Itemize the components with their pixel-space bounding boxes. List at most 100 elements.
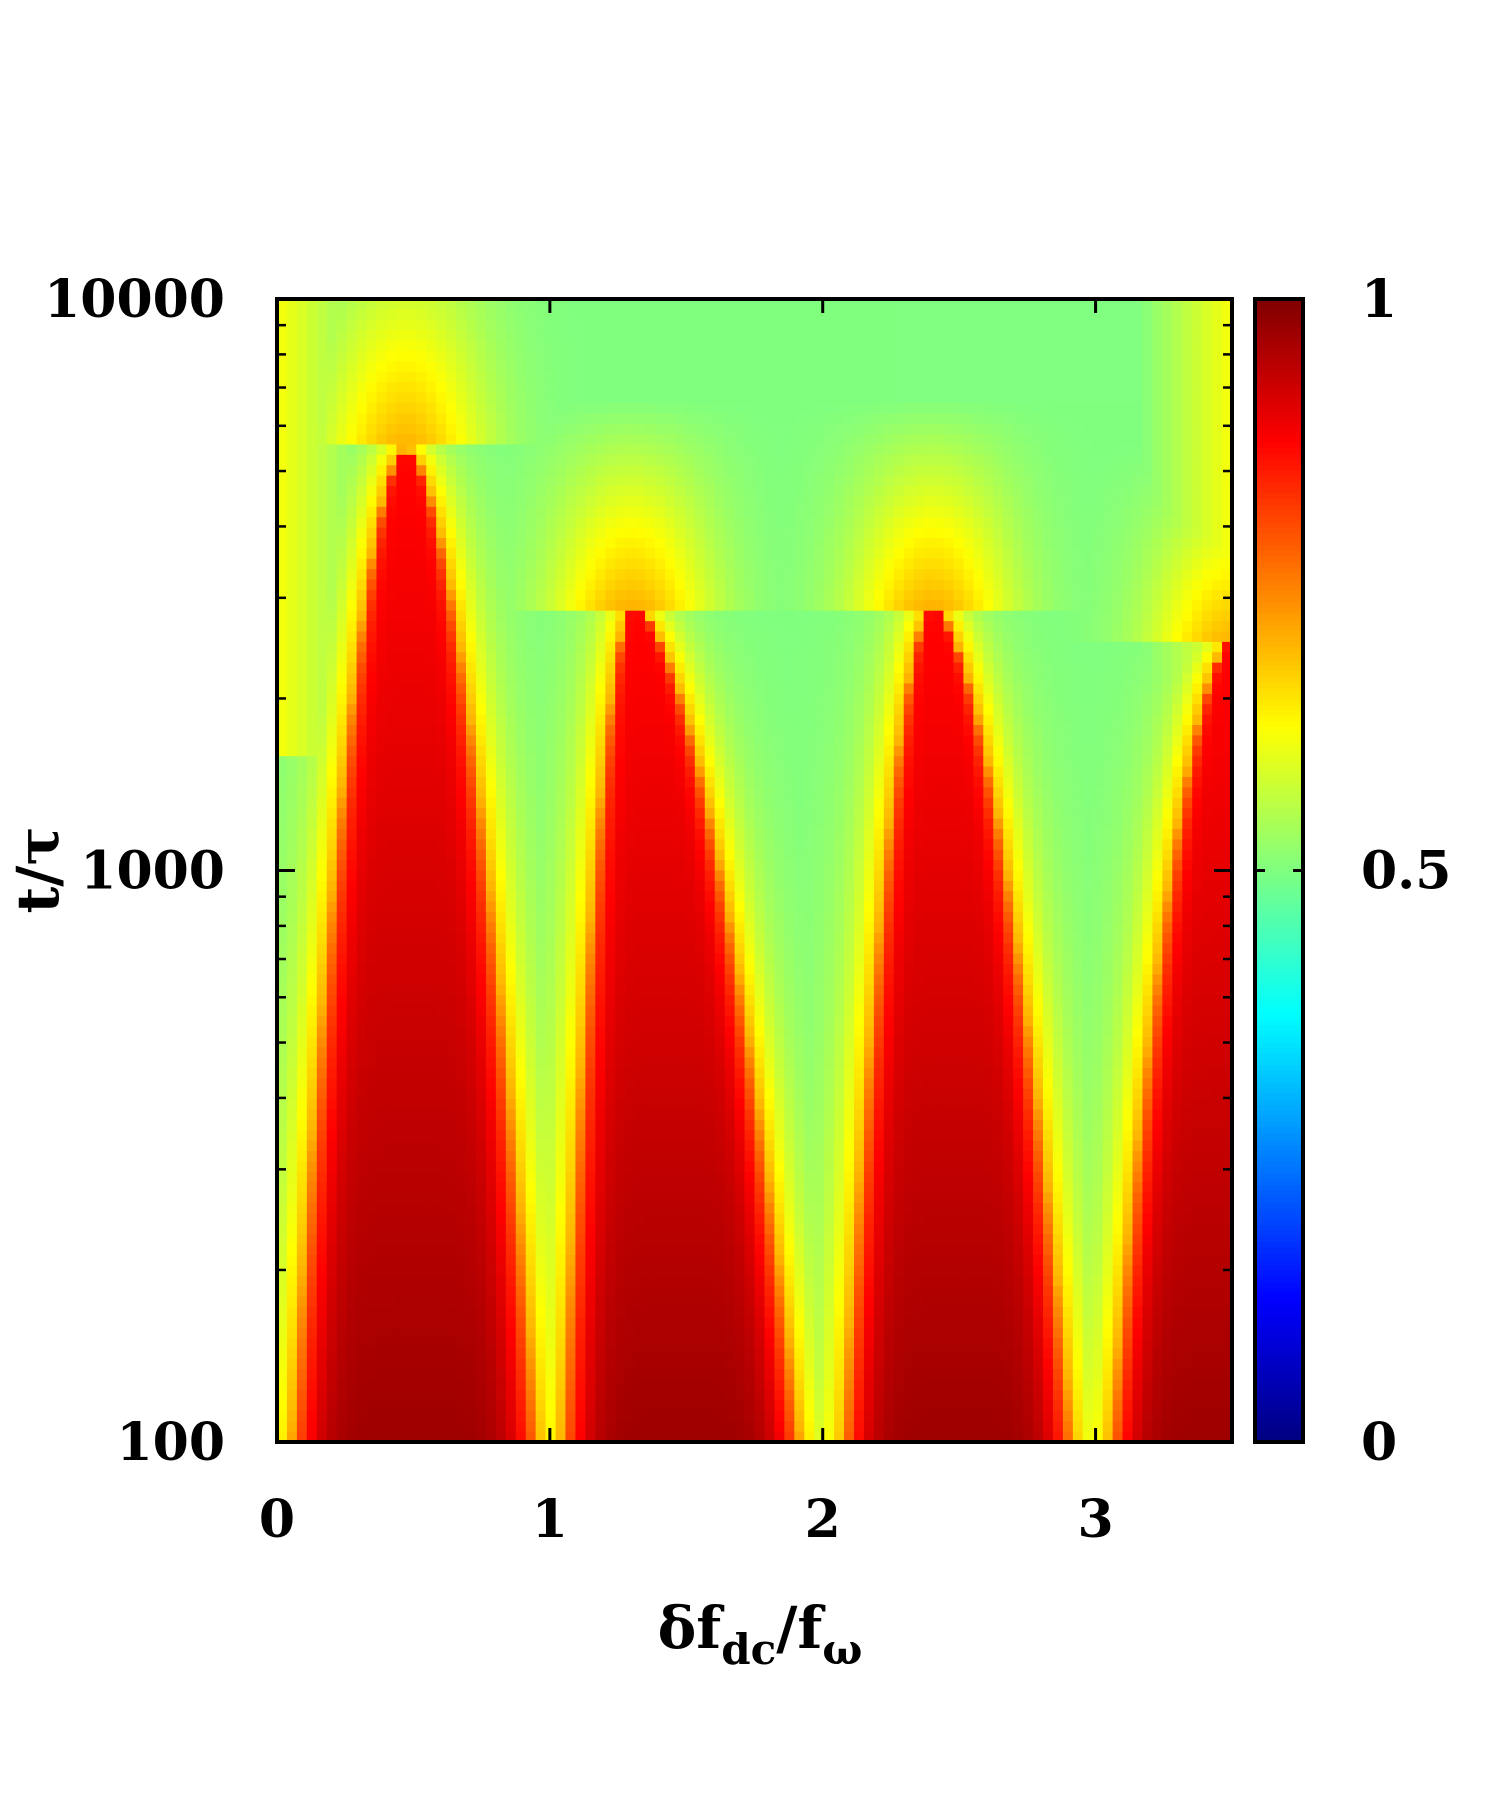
heatmap-cell <box>366 382 378 394</box>
heatmap-cell <box>724 725 736 737</box>
heatmap-cell <box>1062 558 1074 570</box>
heatmap-cell <box>913 496 925 508</box>
heatmap-cell <box>794 735 805 747</box>
heatmap-cell <box>366 579 378 591</box>
heatmap-cell <box>714 402 726 414</box>
heatmap-cell <box>416 756 427 768</box>
heatmap-cell <box>316 828 328 840</box>
heatmap-cell <box>1132 475 1144 487</box>
heatmap-cell <box>525 673 537 685</box>
heatmap-cell <box>1202 371 1213 383</box>
heatmap-cell <box>1033 756 1044 768</box>
heatmap-cell <box>1192 350 1203 362</box>
heatmap-cell <box>1222 402 1232 414</box>
heatmap-cell <box>386 465 397 477</box>
heatmap-cell <box>565 537 577 549</box>
heatmap-cell <box>1062 828 1074 840</box>
heatmap-cell <box>1182 693 1193 705</box>
heatmap-cell <box>794 382 805 394</box>
heatmap-cell <box>386 673 397 685</box>
heatmap-cell <box>386 756 397 768</box>
heatmap-cell <box>316 725 328 737</box>
heatmap-cell <box>794 641 805 653</box>
heatmap-cell <box>655 797 666 809</box>
heatmap-cell <box>1013 621 1024 633</box>
heatmap-cell <box>913 371 925 383</box>
heatmap-cell <box>1052 704 1064 716</box>
heatmap-cell <box>326 641 338 653</box>
heatmap-cell <box>396 475 407 487</box>
heatmap-cell <box>505 361 517 373</box>
heatmap-cell <box>953 745 965 757</box>
heatmap-cell <box>575 465 586 477</box>
heatmap-cell <box>475 413 487 425</box>
heatmap-cell <box>883 434 895 446</box>
heatmap-cell <box>286 787 298 799</box>
heatmap-cell <box>515 496 527 508</box>
heatmap-cell <box>1162 527 1173 539</box>
heatmap-cell <box>525 486 537 498</box>
heatmap-cell <box>575 330 586 342</box>
heatmap-cell <box>595 340 606 352</box>
heatmap-cell <box>655 652 666 664</box>
heatmap-cell <box>694 506 706 518</box>
heatmap-cell <box>684 683 696 695</box>
heatmap-cell <box>1152 423 1163 435</box>
heatmap-cell <box>1122 704 1134 716</box>
heatmap-cell <box>545 558 557 570</box>
heatmap-cell <box>426 558 437 570</box>
heatmap-cell <box>1122 641 1134 653</box>
heatmap-cell <box>1102 413 1114 425</box>
heatmap-cell <box>1162 652 1173 664</box>
heatmap-cell <box>366 361 378 373</box>
heatmap-cell <box>704 621 716 633</box>
heatmap-cell <box>456 537 467 549</box>
heatmap-cell <box>645 714 656 726</box>
heatmap-cell <box>903 413 915 425</box>
heatmap-cell <box>535 704 547 716</box>
heatmap-cell <box>1222 808 1232 820</box>
heatmap-cell <box>316 299 328 310</box>
heatmap-cell <box>277 641 288 653</box>
heatmap-cell <box>754 714 766 726</box>
heatmap-cell <box>993 641 1004 653</box>
heatmap-cell <box>565 465 577 477</box>
heatmap-cell <box>585 517 596 529</box>
heatmap-cell <box>615 361 626 373</box>
heatmap-cell <box>595 610 606 622</box>
heatmap-cell <box>416 444 427 456</box>
heatmap-cell <box>844 350 855 362</box>
heatmap-cell <box>545 486 557 498</box>
heatmap-cell <box>615 579 626 591</box>
heatmap-cell <box>1122 756 1134 768</box>
heatmap-cell <box>1122 340 1134 352</box>
heatmap-cell <box>1192 506 1203 518</box>
heatmap-cell <box>754 662 766 674</box>
heatmap-cell <box>873 330 885 342</box>
heatmap-cell <box>296 589 308 601</box>
heatmap-cell <box>525 423 537 435</box>
heatmap-cell <box>1172 683 1183 695</box>
heatmap-cell <box>296 766 308 778</box>
heatmap-cell <box>446 517 457 529</box>
heatmap-cell <box>306 382 318 394</box>
heatmap-cell <box>804 725 815 737</box>
heatmap-cell <box>903 756 915 768</box>
heatmap-cell <box>764 725 775 737</box>
heatmap-cell <box>545 787 557 799</box>
heatmap-cell <box>674 652 686 664</box>
heatmap-cell <box>664 766 676 778</box>
heatmap-cell <box>1082 434 1094 446</box>
heatmap-cell <box>277 506 288 518</box>
heatmap-cell <box>1112 517 1124 529</box>
heatmap-cell <box>1192 683 1203 695</box>
heatmap-cell <box>724 828 736 840</box>
heatmap-cell <box>1212 382 1223 394</box>
heatmap-cell <box>893 621 905 633</box>
heatmap-cell <box>525 631 537 643</box>
heatmap-cell <box>853 506 865 518</box>
heatmap-cell <box>505 818 517 830</box>
heatmap-cell <box>714 600 726 612</box>
heatmap-cell <box>545 517 557 529</box>
heatmap-cell <box>694 558 706 570</box>
